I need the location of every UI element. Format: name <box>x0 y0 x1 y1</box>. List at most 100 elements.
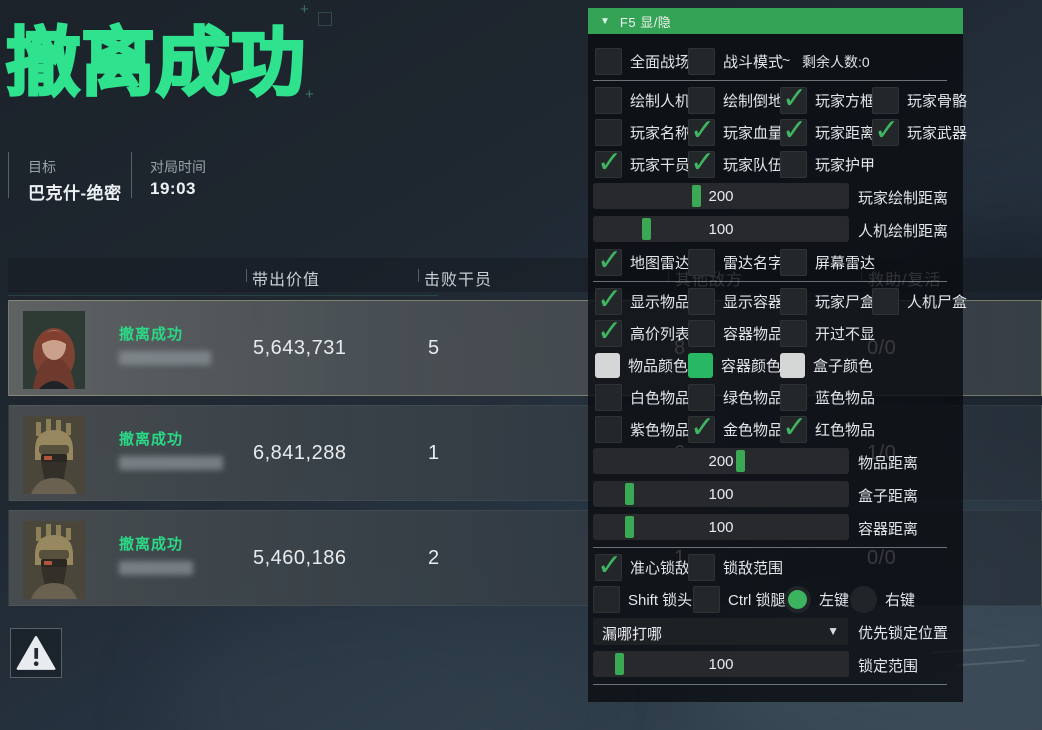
slider-label: 盒子距离 <box>858 488 919 505</box>
slider-track[interactable]: 100 <box>593 481 849 507</box>
panel-row: 绘制人机 绘制倒地 ✓ 玩家方框 玩家骨骼 <box>588 82 967 115</box>
checkbox[interactable] <box>595 86 622 114</box>
slider-value: 100 <box>708 221 734 238</box>
checkbox-label: 玩家血量 <box>723 124 784 142</box>
checkbox[interactable] <box>688 383 715 411</box>
panel-row: 玩家名称 ✓ 玩家血量 ✓ 玩家距离 ✓ 玩家武器 <box>588 114 967 147</box>
target-value: 巴克什-绝密 <box>28 184 122 203</box>
avatar <box>23 311 85 389</box>
cloud-streak <box>955 659 1025 667</box>
checkbox-label: 玩家队伍 <box>723 156 784 174</box>
slider-track[interactable]: 100 <box>593 216 849 242</box>
checkbox[interactable]: ✓ <box>688 114 715 147</box>
slider-track[interactable]: 100 <box>593 651 849 677</box>
checkbox[interactable] <box>693 585 720 613</box>
check-icon: ✓ <box>597 282 623 316</box>
checkbox[interactable] <box>780 150 807 178</box>
checkbox[interactable] <box>780 287 807 315</box>
slider-value: 100 <box>708 486 734 503</box>
checkbox-label: 玩家骨骼 <box>907 92 968 110</box>
radio-button[interactable] <box>784 585 811 613</box>
checkbox[interactable] <box>595 118 622 146</box>
panel-item: 战斗模式 <box>688 47 783 75</box>
panel-header[interactable]: ▼ F5 显/隐 <box>588 8 963 34</box>
slider-track[interactable]: 200 <box>593 448 849 474</box>
checkbox[interactable] <box>872 86 899 114</box>
checkbox[interactable] <box>780 383 807 411</box>
panel-item: Shift 锁头 <box>593 585 693 613</box>
checkbox[interactable] <box>595 383 622 411</box>
priority-dropdown[interactable]: 漏哪打哪 ▼ <box>593 618 848 645</box>
slider-handle[interactable] <box>625 483 634 505</box>
radio-button[interactable] <box>850 585 877 613</box>
status-text: 撤离成功 <box>119 536 184 553</box>
radio-dot <box>788 589 807 609</box>
checkbox[interactable] <box>688 287 715 315</box>
checkbox[interactable]: ✓ <box>780 411 807 444</box>
cell-kills: 1 <box>428 442 440 464</box>
slider-track[interactable]: 200 <box>593 183 849 209</box>
checkbox-label: 金色物品 <box>723 421 784 439</box>
panel-item: 玩家护甲 <box>780 150 875 178</box>
target-label: 目标 <box>28 159 56 175</box>
color-swatch[interactable] <box>595 352 620 378</box>
avatar <box>23 416 85 494</box>
checkbox-label: Shift 锁头 <box>628 591 693 609</box>
color-swatch[interactable] <box>780 352 805 378</box>
checkbox-label: 玩家干员 <box>630 156 691 174</box>
checkbox[interactable]: ✓ <box>595 146 622 179</box>
panel-item: 绿色物品 <box>688 383 783 411</box>
checkbox[interactable] <box>688 47 715 75</box>
checkbox[interactable] <box>688 86 715 114</box>
checkbox[interactable]: ✓ <box>595 283 622 316</box>
panel-item: 盒子颜色 <box>780 352 873 378</box>
color-swatch[interactable] <box>688 352 713 378</box>
panel-row: 200 物品距离 <box>588 448 963 475</box>
status-text: 撤离成功 <box>119 431 184 448</box>
checkbox[interactable] <box>780 248 807 276</box>
panel-item: 玩家尸盒 <box>780 287 875 315</box>
slider-label: 玩家绘制距离 <box>858 190 949 207</box>
checkbox[interactable]: ✓ <box>595 244 622 277</box>
panel-item: 绘制人机 <box>595 86 690 114</box>
checkbox[interactable] <box>593 585 620 613</box>
slider-track[interactable]: 100 <box>593 514 849 540</box>
info-divider <box>8 152 9 198</box>
check-icon: ✓ <box>782 81 808 115</box>
checkbox[interactable]: ✓ <box>688 411 715 444</box>
panel-row: ✓ 准心锁敌 锁敌范围 <box>588 549 963 582</box>
checkbox-label: 蓝色物品 <box>815 389 876 407</box>
checkbox[interactable] <box>780 319 807 347</box>
checkbox[interactable]: ✓ <box>595 549 622 582</box>
checkbox[interactable] <box>872 287 899 315</box>
dropdown-label: 优先锁定位置 <box>858 625 949 642</box>
checkbox[interactable]: ✓ <box>872 114 899 147</box>
checkbox[interactable] <box>688 248 715 276</box>
checkbox[interactable] <box>595 415 622 443</box>
checkbox[interactable]: ✓ <box>595 315 622 348</box>
checkbox[interactable] <box>688 553 715 581</box>
match-time-value: 19:03 <box>150 179 196 198</box>
checkbox[interactable]: ✓ <box>780 114 807 147</box>
check-icon: ✓ <box>690 410 716 444</box>
check-icon: ✓ <box>597 145 623 179</box>
checkbox-label: 准心锁敌 <box>630 559 691 577</box>
panel-item: 雷达名字 <box>688 248 783 276</box>
checkbox[interactable]: ✓ <box>688 146 715 179</box>
slider-handle[interactable] <box>692 185 701 207</box>
panel-item: 人机尸盒 <box>872 287 967 315</box>
checkbox-label: 绘制倒地 <box>723 92 784 110</box>
checkbox[interactable] <box>688 319 715 347</box>
player-name-blurred <box>119 351 211 365</box>
warning-button[interactable] <box>10 628 62 678</box>
checkbox[interactable] <box>595 47 622 75</box>
slider-handle[interactable] <box>615 653 624 675</box>
checkbox[interactable]: ✓ <box>780 82 807 115</box>
slider-handle[interactable] <box>625 516 634 538</box>
panel-item: ✓ 玩家方框 <box>780 82 875 115</box>
checkbox-label: 玩家距离 <box>815 124 876 142</box>
column-tick <box>246 269 247 282</box>
slider-handle[interactable] <box>736 450 745 472</box>
checkbox-label: 开过不显 <box>815 325 876 343</box>
slider-handle[interactable] <box>642 218 651 240</box>
